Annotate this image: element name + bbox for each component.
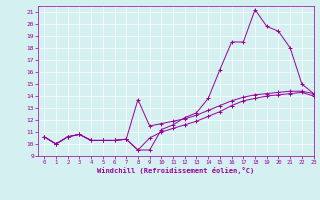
- X-axis label: Windchill (Refroidissement éolien,°C): Windchill (Refroidissement éolien,°C): [97, 167, 255, 174]
